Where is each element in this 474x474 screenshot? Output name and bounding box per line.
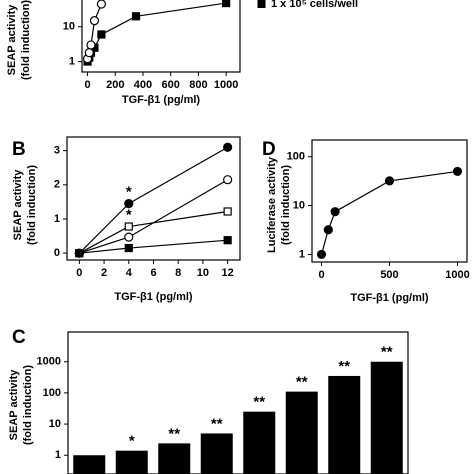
marker	[124, 199, 134, 209]
x-tick-label: 1000	[445, 269, 469, 281]
x-tick-label: 1000	[214, 79, 238, 91]
marker	[89, 16, 100, 26]
bar	[115, 450, 148, 474]
y-tick-label: 1	[299, 248, 305, 260]
bar	[200, 433, 233, 474]
y-tick-label: 10	[293, 199, 305, 211]
x-axis-label: TGF-β1 (pg/ml)	[350, 292, 429, 304]
annotation: **	[168, 425, 180, 442]
marker	[124, 222, 133, 231]
x-tick-label: 500	[380, 269, 398, 281]
marker	[222, 0, 231, 8]
marker	[223, 175, 233, 185]
x-tick-label: 0	[84, 79, 90, 91]
annotation: *	[129, 433, 135, 450]
y-axis-label: SEAP activity	[12, 169, 24, 241]
x-tick-label: 400	[134, 79, 152, 91]
x-tick-label: 0	[76, 267, 82, 279]
bar	[73, 455, 106, 474]
panel-label: B	[12, 139, 26, 160]
series-line	[79, 210, 228, 254]
marker	[323, 225, 333, 235]
annotation: *	[126, 206, 132, 223]
bar	[328, 375, 361, 474]
marker	[384, 176, 395, 186]
x-tick-label: 4	[126, 267, 133, 279]
y-tick-label: 10	[49, 418, 61, 430]
y-axis-label: Luciferase activity	[266, 156, 278, 253]
legend-label: 1 x 10⁵ cells/well	[271, 0, 358, 10]
y-axis-label: (fold induction)	[26, 165, 38, 245]
y-axis-label: SEAP activity	[6, 4, 18, 76]
y-tick-label: 3	[54, 145, 60, 157]
marker	[124, 243, 133, 253]
series-line	[86, 2, 227, 62]
bar	[285, 391, 318, 474]
plot-frame	[81, 0, 241, 73]
y-axis-label: (fold induction)	[20, 0, 32, 80]
x-tick-label: 800	[189, 79, 207, 91]
series-line	[79, 239, 228, 254]
marker	[84, 48, 94, 58]
annotation: **	[381, 344, 393, 361]
series-line	[78, 146, 228, 254]
bar	[243, 411, 276, 474]
bar	[370, 361, 403, 474]
annotation: **	[338, 358, 350, 375]
annotation: *	[126, 184, 132, 201]
y-tick-label: 100	[287, 151, 305, 163]
marker	[124, 232, 134, 242]
x-tick-label: 200	[106, 79, 124, 91]
y-axis-label: SEAP activity	[8, 369, 20, 441]
marker	[223, 207, 232, 216]
x-tick-label: 10	[197, 267, 209, 279]
y-tick-label: 10	[63, 21, 75, 33]
marker	[96, 0, 107, 9]
plot-frame	[67, 331, 409, 474]
legend-marker	[257, 0, 266, 8]
x-tick-label: 0	[318, 269, 324, 281]
x-axis-label: TGF-β1 (pg/ml)	[114, 291, 193, 303]
marker	[223, 142, 233, 152]
x-tick-label: 12	[222, 267, 234, 279]
annotation: **	[296, 374, 308, 391]
x-tick-label: 2	[101, 267, 107, 279]
marker	[97, 30, 106, 39]
marker	[223, 236, 232, 245]
y-tick-label: 1000	[37, 356, 61, 368]
y-tick-label: 2	[54, 179, 60, 191]
y-tick-label: 1	[55, 449, 61, 461]
y-axis-label: (fold induction)	[280, 165, 292, 245]
marker	[330, 207, 340, 217]
marker	[131, 12, 141, 21]
y-tick-label: 1	[69, 55, 75, 67]
x-tick-label: 6	[150, 267, 156, 279]
marker	[316, 249, 327, 260]
y-tick-label: 100	[43, 387, 61, 399]
marker	[452, 166, 463, 177]
y-tick-label: 1	[54, 213, 60, 225]
annotation: **	[211, 415, 223, 432]
panel-label: D	[262, 139, 276, 160]
x-axis-label: TGF-β1 (pg/ml)	[122, 94, 201, 106]
annotation: **	[253, 394, 265, 411]
marker	[75, 249, 84, 258]
bar	[158, 443, 191, 474]
plot-frame	[311, 139, 468, 263]
panel-label: C	[12, 327, 26, 348]
y-tick-label: 0	[54, 247, 60, 259]
x-tick-label: 8	[175, 267, 181, 279]
y-axis-label: (fold induction)	[22, 365, 34, 445]
marker	[86, 40, 96, 50]
x-tick-label: 600	[162, 79, 180, 91]
